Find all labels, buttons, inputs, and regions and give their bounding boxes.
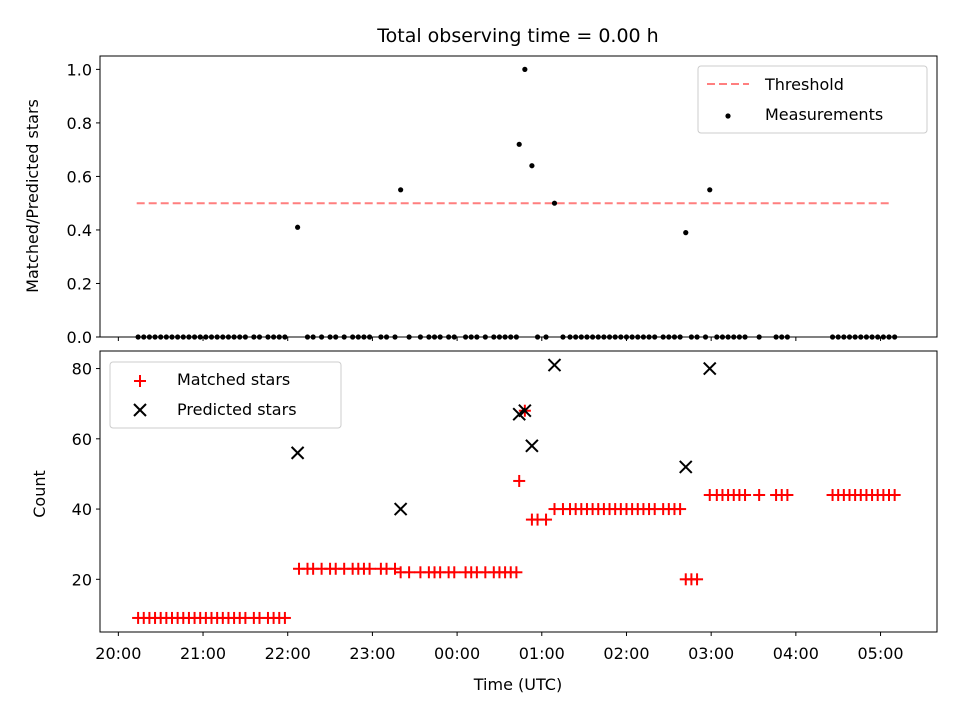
measurement-point xyxy=(398,187,404,193)
bottom-y-axis-label: Count xyxy=(30,470,49,518)
matched-point xyxy=(781,489,794,502)
legend-matched-label: Matched stars xyxy=(177,370,290,389)
matched-point xyxy=(363,562,376,575)
legend-matched-swatch xyxy=(134,375,146,387)
top-y-tick-label: 1.0 xyxy=(67,60,92,79)
bottom-x-axis-label: Time (UTC) xyxy=(473,675,562,694)
bottom-x-tick-label: 00:00 xyxy=(434,644,480,663)
matched-point xyxy=(674,503,687,516)
top-y-tick-label: 0.8 xyxy=(67,114,92,133)
measurement-point xyxy=(295,224,301,230)
bottom-x-tick-label: 01:00 xyxy=(519,644,565,663)
matched-point xyxy=(888,489,901,502)
top-y-axis-label: Matched/Predicted stars xyxy=(23,99,42,293)
bottom-x-tick-label: 05:00 xyxy=(857,644,903,663)
bottom-axes-frame xyxy=(99,350,938,633)
bottom-y-tick-label: 60 xyxy=(72,430,92,449)
top-y-tick-label: 0.2 xyxy=(67,274,92,293)
bottom-plot-area: 20 40 60 80 20:00 21:00 22:00 23:00 00:00 01:00 02… xyxy=(72,350,938,663)
measurement-point xyxy=(516,141,522,147)
bottom-x-tick-label: 20:00 xyxy=(95,644,141,663)
matched-point xyxy=(278,611,291,624)
measurement-point xyxy=(522,66,528,72)
predicted-point xyxy=(525,439,539,453)
bottom-x-tick-label: 03:00 xyxy=(688,644,734,663)
legend-predicted-swatch xyxy=(133,403,147,417)
predicted-point xyxy=(290,446,305,460)
predicted-point xyxy=(679,460,693,474)
matched-point xyxy=(540,513,553,526)
predicted-point xyxy=(703,361,717,376)
bottom-y-tick-label: 80 xyxy=(72,360,92,379)
top-legend-box xyxy=(697,65,928,134)
matched-point xyxy=(448,566,461,579)
top-y-tick-label: 0.0 xyxy=(67,328,92,347)
matched-point xyxy=(403,566,416,579)
predicted-point xyxy=(518,404,532,418)
top-chart-title: Total observing time = 0.00 h xyxy=(376,25,658,47)
bottom-x-tick-label: 04:00 xyxy=(773,644,819,663)
top-plot-area: 0.0 0.2 0.4 0.6 0.8 1.0 xyxy=(67,55,938,347)
bottom-x-tick-label: 21:00 xyxy=(180,644,226,663)
bottom-legend: Matched stars Predicted stars xyxy=(109,361,342,429)
measurement-point xyxy=(707,187,713,193)
matched-point xyxy=(753,489,766,502)
bottom-x-tick-label: 23:00 xyxy=(349,644,395,663)
measurement-point xyxy=(683,230,689,236)
bottom-x-tick-label: 22:00 xyxy=(265,644,311,663)
legend-threshold-label: Threshold xyxy=(764,75,844,94)
predicted-point xyxy=(393,502,408,516)
matched-point xyxy=(513,474,526,487)
measurement-point xyxy=(551,200,558,206)
matched-point xyxy=(510,566,523,579)
matched-point xyxy=(691,573,704,586)
top-axes-frame xyxy=(99,55,938,338)
bottom-x-tick-label: 02:00 xyxy=(603,644,649,663)
predicted-point xyxy=(547,358,562,372)
legend-measurements-swatch xyxy=(725,113,731,119)
bottom-y-tick-label: 40 xyxy=(72,500,92,519)
top-y-tick-label: 0.6 xyxy=(67,167,92,186)
bottom-y-tick-label: 20 xyxy=(72,570,92,589)
measurement-point xyxy=(529,163,535,169)
bottom-legend-box xyxy=(109,361,342,429)
matched-point xyxy=(739,489,752,502)
top-y-tick-label: 0.4 xyxy=(67,221,92,240)
legend-measurements-label: Measurements xyxy=(765,105,883,124)
legend-predicted-label: Predicted stars xyxy=(177,400,297,419)
top-legend: Threshold Measurements xyxy=(697,65,928,134)
